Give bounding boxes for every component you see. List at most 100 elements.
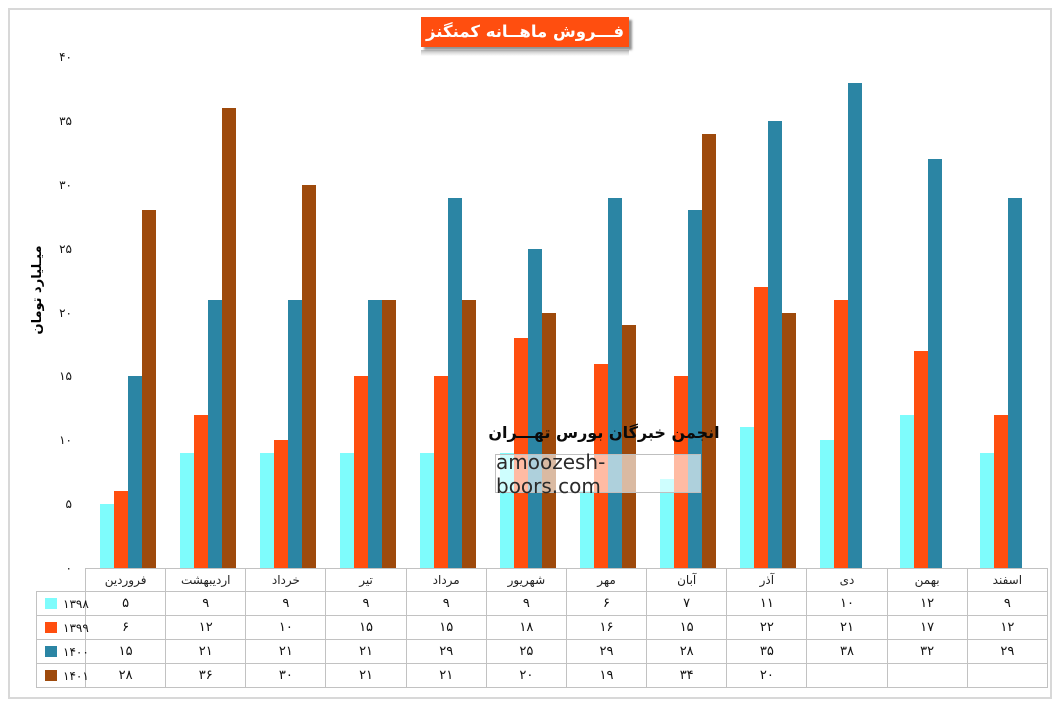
bar-۱۴۰۱-مهر [622, 325, 636, 568]
table-row-۱۴۰۱: ۱۴۰۱ ۲۸ ۳۶ ۳۰ ۲۱ ۲۱ ۲۰ ۱۹ ۳۴ ۲۰ [36, 663, 1049, 688]
y-axis-ticks: ۴۰ ۳۵ ۳۰ ۲۵ ۲۰ ۱۵ ۱۰ ۵ ۰ [28, 50, 72, 575]
value-cell-۱۴۰۱-0: ۲۸ [84, 663, 167, 688]
value-cell-۱۴۰۰-1: ۲۱ [165, 639, 247, 664]
value-cell-۱۳۹۸-0: ۵ [84, 591, 167, 616]
value-cell-۱۴۰۱-6: ۱۹ [565, 663, 648, 688]
bar-group-4 [408, 57, 488, 568]
bar-group-10 [888, 57, 968, 568]
bar-۱۳۹۸-فروردین [100, 504, 114, 568]
value-cell-۱۳۹۸-1: ۹ [165, 591, 247, 616]
watermark-url-box: amoozesh-boors.com [495, 450, 701, 498]
table-row-۱۴۰۰: ۱۴۰۰ ۱۵ ۲۱ ۲۱ ۲۱ ۲۹ ۲۵ ۲۹ ۲۸ ۳۵ ۳۸ ۳۲ ۲۹ [36, 639, 1049, 664]
bar-۱۴۰۰-دی [848, 82, 862, 568]
legend-cell-۱۴۰۱: ۱۴۰۱ [36, 663, 89, 688]
y-axis-tick-25: ۲۵ [59, 241, 72, 256]
series-year-label: ۱۳۹۸ [63, 596, 89, 611]
chart-title: فـــروش ماهــانه کمنگنز [421, 17, 629, 47]
y-axis-tick-35: ۳۵ [59, 113, 72, 128]
bar-group-7 [648, 57, 728, 568]
bar-۱۴۰۰-اسفند [1008, 197, 1022, 568]
series-color-swatch-icon [45, 622, 57, 633]
bar-۱۳۹۹-تیر [354, 376, 368, 568]
value-cell-۱۳۹۸-7: ۷ [646, 591, 728, 616]
value-cell-۱۴۰۱-4: ۲۱ [405, 663, 487, 688]
value-cell-۱۳۹۹-8: ۲۲ [726, 615, 808, 640]
legend-cell-۱۳۹۸: ۱۳۹۸ [36, 591, 89, 616]
bar-۱۳۹۸-مرداد [420, 453, 434, 568]
value-cell-۱۳۹۸-5: ۹ [485, 591, 567, 616]
value-cell-۱۳۹۸-9: ۱۰ [806, 591, 888, 616]
series-year-label: ۱۴۰۱ [63, 668, 89, 683]
bar-group-2 [248, 57, 328, 568]
bar-۱۴۰۱-اردیبهشت [222, 108, 236, 568]
month-header-3: تیر [325, 568, 407, 592]
bar-۱۳۹۹-شهریور [514, 338, 528, 568]
bar-۱۴۰۰-آبان [688, 210, 702, 568]
bar-۱۳۹۸-اردیبهشت [180, 453, 194, 568]
value-cell-۱۴۰۰-5: ۲۵ [485, 639, 567, 664]
table-row-۱۳۹۸: ۱۳۹۸ ۵ ۹ ۹ ۹ ۹ ۹ ۶ ۷ ۱۱ ۱۰ ۱۲ ۹ [36, 591, 1049, 616]
value-cell-۱۳۹۸-8: ۱۱ [726, 591, 808, 616]
value-cell-۱۳۹۹-4: ۱۵ [405, 615, 487, 640]
bar-۱۳۹۹-اردیبهشت [194, 414, 208, 568]
watermark-url: amoozesh-boors.com [496, 449, 606, 498]
month-header-4: مرداد [405, 568, 487, 592]
bar-group-8 [728, 57, 808, 568]
bar-۱۴۰۰-مرداد [448, 197, 462, 568]
bar-group-11 [968, 57, 1048, 568]
value-cell-۱۳۹۸-3: ۹ [325, 591, 407, 616]
bar-۱۳۹۸-آذر [740, 427, 754, 568]
legend-cell-۱۳۹۹: ۱۳۹۹ [36, 615, 89, 640]
value-cell-۱۴۰۱-9 [806, 663, 888, 688]
bar-۱۳۹۸-خرداد [260, 453, 274, 568]
value-cell-۱۴۰۱-11 [966, 663, 1049, 688]
value-cell-۱۴۰۰-11: ۲۹ [966, 639, 1049, 664]
value-cell-۱۳۹۹-10: ۱۷ [886, 615, 968, 640]
value-cell-۱۴۰۰-4: ۲۹ [405, 639, 487, 664]
bar-۱۴۰۰-آذر [768, 120, 782, 568]
value-cell-۱۴۰۰-6: ۲۹ [565, 639, 648, 664]
month-header-1: اردیبهشت [165, 568, 247, 592]
bar-۱۳۹۹-بهمن [914, 350, 928, 568]
bar-group-1 [168, 57, 248, 568]
bar-۱۳۹۸-بهمن [900, 414, 914, 568]
value-cell-۱۳۹۹-1: ۱۲ [165, 615, 247, 640]
bar-۱۴۰۱-آذر [782, 312, 796, 568]
value-cell-۱۴۰۰-3: ۲۱ [325, 639, 407, 664]
value-cell-۱۴۰۰-9: ۳۸ [806, 639, 888, 664]
data-table: فروردین اردیبهشت خرداد تیر مرداد شهریور مهر آبا… [36, 568, 1049, 688]
month-header-10: بهمن [886, 568, 968, 592]
title-reflection [421, 50, 629, 56]
bar-۱۴۰۱-فروردین [142, 210, 156, 568]
month-header-0: فروردین [84, 568, 167, 592]
bar-group-0 [88, 57, 168, 568]
bar-۱۳۹۸-اسفند [980, 453, 994, 568]
value-cell-۱۳۹۹-7: ۱۵ [646, 615, 728, 640]
y-axis-tick-40: ۴۰ [59, 50, 72, 64]
value-cell-۱۴۰۰-8: ۳۵ [726, 639, 808, 664]
series-year-label: ۱۴۰۰ [63, 644, 89, 659]
month-header-5: شهریور [485, 568, 567, 592]
table-row-۱۳۹۹: ۱۳۹۹ ۶ ۱۲ ۱۰ ۱۵ ۱۵ ۱۸ ۱۶ ۱۵ ۲۲ ۲۱ ۱۷ ۱۲ [36, 615, 1049, 640]
bar-۱۴۰۰-تیر [368, 299, 382, 568]
y-axis-tick-0: ۰ [65, 561, 72, 575]
bar-۱۳۹۸-تیر [340, 453, 354, 568]
y-axis-tick-20: ۲۰ [59, 305, 72, 320]
series-color-swatch-icon [45, 598, 57, 609]
value-cell-۱۳۹۹-11: ۱۲ [966, 615, 1049, 640]
data-table-wrap: فروردین اردیبهشت خرداد تیر مرداد شهریور مهر آبا… [36, 568, 1049, 688]
bar-۱۳۹۸-مهر [580, 491, 594, 568]
bar-۱۴۰۰-مهر [608, 197, 622, 568]
bar-۱۴۰۰-اردیبهشت [208, 299, 222, 568]
month-header-9: دی [806, 568, 888, 592]
series-color-swatch-icon [45, 670, 57, 681]
bar-۱۳۹۹-خرداد [274, 440, 288, 568]
value-cell-۱۳۹۹-0: ۶ [84, 615, 167, 640]
legend-cell-۱۴۰۰: ۱۴۰۰ [36, 639, 89, 664]
series-year-label: ۱۳۹۹ [63, 620, 89, 635]
value-cell-۱۴۰۱-5: ۲۰ [485, 663, 567, 688]
value-cell-۱۴۰۰-10: ۳۲ [886, 639, 968, 664]
bar-۱۴۰۱-خرداد [302, 184, 316, 568]
value-cell-۱۳۹۹-5: ۱۸ [485, 615, 567, 640]
bar-group-3 [328, 57, 408, 568]
